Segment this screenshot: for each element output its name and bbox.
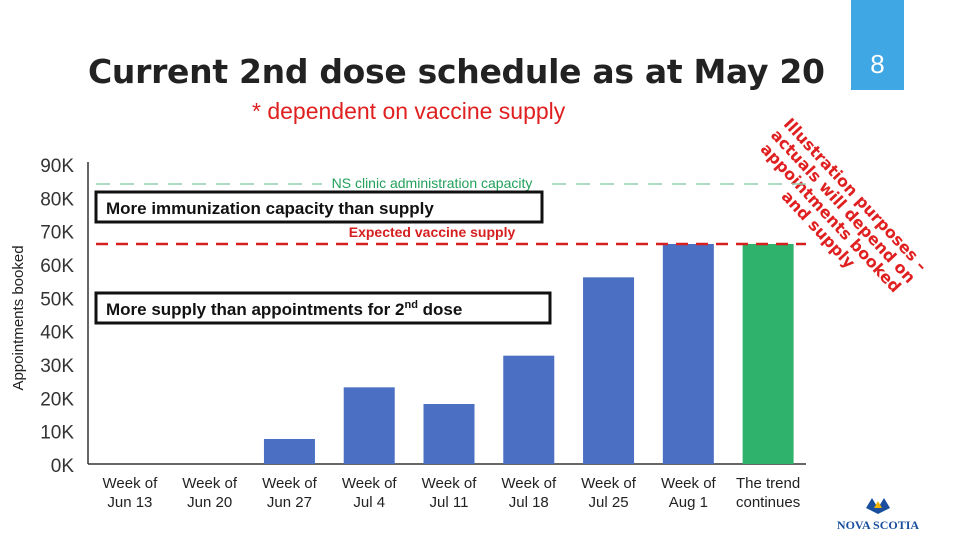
y-tick-label: 60K	[40, 256, 74, 277]
y-tick-label: 40K	[40, 323, 74, 344]
supply-label-bg	[348, 224, 518, 240]
annotation-box-supply	[94, 291, 552, 325]
x-tick-label: Week of	[182, 475, 238, 492]
bar	[583, 277, 635, 464]
y-tick-label: 90K	[40, 156, 74, 177]
x-tick-label: Week of	[262, 475, 318, 492]
y-tick-label: 0K	[51, 456, 75, 477]
nova-scotia-logo: NOVA SCOTIA	[837, 498, 919, 532]
capacity-label-bg	[322, 174, 542, 190]
y-tick-label: 80K	[40, 189, 74, 210]
bar	[343, 387, 395, 464]
bar	[423, 404, 475, 464]
logo-text: NOVA SCOTIA	[837, 518, 919, 532]
annotation-supply-text: More supply than appointments for 2nd do…	[106, 299, 462, 319]
annotation-box-capacity	[94, 190, 544, 224]
y-tick-label: 10K	[40, 423, 74, 444]
x-tick-label: Jul 25	[589, 494, 629, 511]
y-tick-label: 30K	[40, 356, 74, 377]
y-tick-label: 50K	[40, 289, 74, 310]
x-tick-label: Jun 20	[187, 494, 232, 511]
y-axis-title: Appointments booked	[10, 245, 27, 390]
supply-label: Expected vaccine supply	[349, 224, 516, 240]
x-tick-label: Jul 11	[430, 494, 469, 511]
bar	[263, 439, 315, 464]
x-tick-label: Jun 13	[107, 494, 152, 511]
x-tick-label: Jun 27	[267, 494, 312, 511]
capacity-label: NS clinic administration capacity	[332, 175, 533, 191]
y-tick-label: 20K	[40, 389, 74, 410]
logo-bird-shape	[866, 498, 890, 514]
x-tick-label: Week of	[422, 475, 478, 492]
x-tick-label: Week of	[342, 475, 398, 492]
bar	[662, 244, 714, 464]
x-tick-label: Week of	[501, 475, 557, 492]
x-tick-label: Week of	[581, 475, 637, 492]
y-tick-label: 70K	[40, 223, 74, 244]
slide-number-box: 8	[851, 0, 904, 90]
annotation-capacity-text: More immunization capacity than supply	[106, 199, 434, 218]
slide-subtitle: * dependent on vaccine supply	[252, 98, 566, 124]
x-tick-label: Aug 1	[669, 494, 708, 511]
x-tick-label: Jul 18	[509, 494, 549, 511]
slide-number: 8	[870, 49, 885, 79]
x-tick-label: The trend	[736, 475, 800, 492]
x-tick-label: continues	[736, 494, 800, 511]
bar	[742, 244, 794, 464]
x-tick-label: Week of	[661, 475, 717, 492]
slide-title: Current 2nd dose schedule as at May 20	[88, 52, 825, 91]
x-tick-label: Week of	[103, 475, 159, 492]
x-tick-label: Jul 4	[353, 494, 385, 511]
logo-crown-shape	[874, 501, 882, 508]
bar	[503, 355, 555, 464]
